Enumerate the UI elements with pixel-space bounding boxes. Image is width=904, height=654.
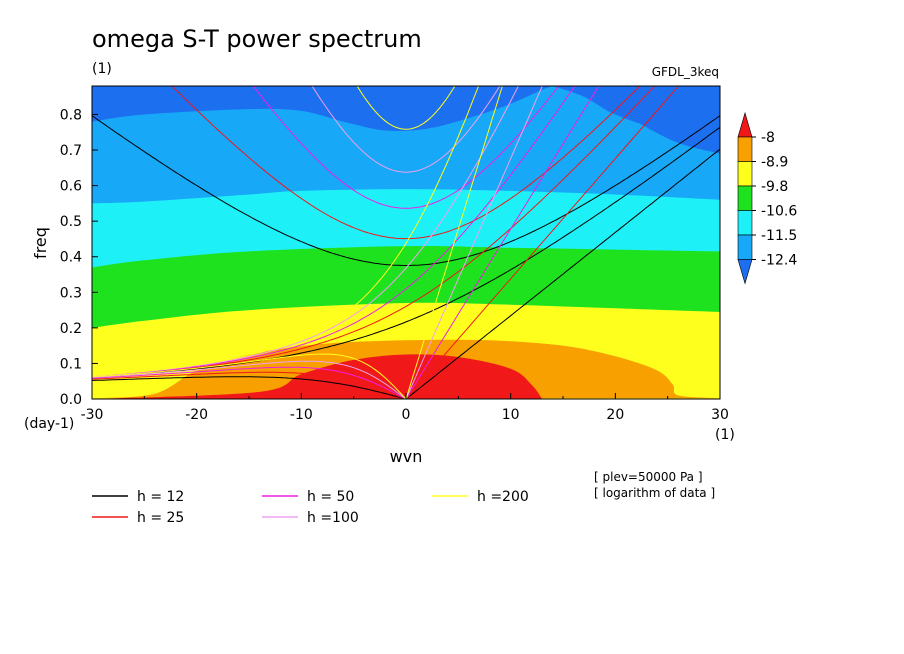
dispersion-curve-h200-mrg: [92, 86, 480, 377]
dispersion-curve-h25-inertia-gravity: [171, 86, 641, 240]
colorbar-label: -9.8: [761, 179, 788, 195]
dispersion-curve-h200-rossby: [92, 353, 407, 399]
x-axis-unit: (1): [715, 427, 735, 443]
dispersion-curve-h50-rossby: [92, 366, 407, 399]
x-tick-label: -20: [185, 407, 208, 423]
x-tick-label: 20: [606, 407, 624, 423]
colorbar-label: -12.4: [761, 253, 797, 269]
dispersion-curve-h200-inertia-gravity: [356, 86, 456, 130]
y-tick-label: 0.5: [60, 214, 82, 230]
x-tick-label: -10: [290, 407, 313, 423]
y-axis-unit: (day-1): [24, 416, 74, 432]
colorbar-arrow-top: [737, 111, 753, 138]
colorbar-swatch: [737, 234, 753, 260]
dispersion-curve-h25-rossby: [92, 371, 407, 399]
contour-band-1: [92, 354, 543, 399]
x-tick-label: 30: [711, 407, 729, 423]
y-tick-label: 0.3: [60, 285, 82, 301]
plot-area: [92, 86, 720, 399]
dispersion-curve-h50-inertia-gravity: [252, 86, 560, 209]
annotation-log: [ logarithm of data ]: [594, 486, 715, 500]
y-axis: 0.0 0.1 0.2 0.3 0.4 0.5 0.6 0.7 0.8: [60, 107, 98, 408]
x-tick-label: -30: [81, 407, 104, 423]
colorbar-label: -11.5: [761, 228, 797, 244]
x-tick-label: 0: [402, 407, 411, 423]
dispersion-curve-h100-rossby: [92, 360, 407, 399]
model-label: GFDL_3keq: [652, 65, 719, 79]
legend-label-h50: h = 50: [307, 489, 354, 505]
legend: h = 12 h = 25 h = 50 h =100 h =200: [92, 489, 529, 526]
y-tick-label: 0.1: [60, 356, 82, 372]
legend-label-h200: h =200: [477, 489, 529, 505]
dispersion-curve-h50-mrg: [92, 86, 576, 377]
dispersion-curves: [92, 86, 720, 399]
dispersion-curve-h12-kelvin: [405, 148, 720, 399]
dispersion-curve-h25-mrg: [92, 86, 656, 378]
chart-subtitle: (1): [92, 61, 112, 77]
colorbar-swatch: [737, 185, 753, 211]
legend-label-h12: h = 12: [137, 489, 184, 505]
chart-title: omega S-T power spectrum: [92, 25, 422, 53]
y-tick-label: 0.8: [60, 107, 82, 123]
y-tick-label: 0.6: [60, 179, 82, 195]
colorbar-swatch: [737, 161, 753, 187]
contour-band-7: [301, 86, 434, 103]
colorbar-label: -8.9: [761, 155, 788, 171]
y-tick-label: 0.4: [60, 250, 82, 266]
colorbar-label: -10.6: [761, 204, 797, 220]
annotation-plev: [ plev=50000 Pa ]: [594, 470, 703, 484]
dispersion-curve-h12-mrg: [92, 126, 720, 378]
dispersion-curve-h100-kelvin: [405, 86, 543, 399]
y-tick-label: 0.0: [60, 392, 82, 408]
colorbar-label: -8: [761, 130, 775, 146]
colorbar-arrow-bottom: [737, 259, 753, 285]
x-axis-label: wvn: [390, 447, 423, 466]
contour-band-8: [552, 86, 720, 146]
colorbar-swatch: [737, 136, 753, 162]
colorbar: -8 -8.9 -9.8 -10.6 -11.5 -12.4: [737, 111, 797, 285]
dispersion-curve-h100-inertia-gravity: [311, 86, 501, 173]
legend-label-h25: h = 25: [137, 510, 184, 526]
y-axis-label: freq: [31, 227, 50, 259]
y-tick-label: 0.2: [60, 321, 82, 337]
dispersion-curve-h50-kelvin: [405, 86, 600, 399]
colorbar-swatch: [737, 210, 753, 236]
dispersion-curve-h25-kelvin: [405, 86, 680, 399]
dispersion-curve-h200-kelvin: [405, 86, 503, 399]
x-axis: -30 -20 -10 0 10 20 30: [81, 393, 729, 423]
dispersion-curve-h12-inertia-gravity: [92, 115, 720, 266]
y-tick-label: 0.7: [60, 143, 82, 159]
x-tick-label: 10: [502, 407, 520, 423]
legend-label-h100: h =100: [307, 510, 359, 526]
dispersion-curve-h12-rossby: [92, 376, 407, 399]
